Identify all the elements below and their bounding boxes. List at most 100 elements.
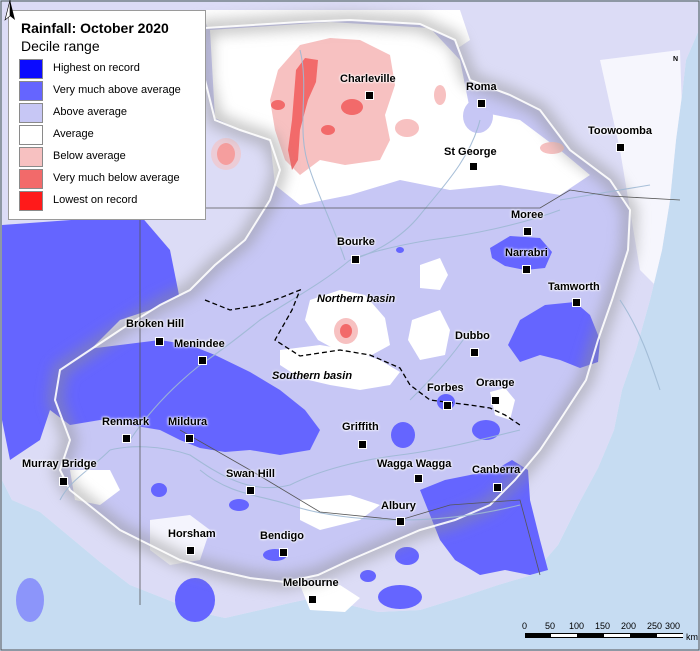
legend-swatch-lowest bbox=[19, 191, 43, 211]
below-average-blob-h bbox=[271, 100, 285, 110]
very-much-above-blob-10 bbox=[229, 499, 249, 511]
town-marker-moree bbox=[523, 227, 532, 236]
very-much-above-blob-1 bbox=[391, 422, 415, 448]
town-marker-mildura bbox=[185, 434, 194, 443]
town-marker-bourke bbox=[351, 255, 360, 264]
legend-item-above: Above average bbox=[19, 103, 205, 125]
legend-label-highest: Highest on record bbox=[53, 62, 140, 74]
legend-label-very-much-below: Very much below average bbox=[53, 172, 180, 184]
town-label-st-george: St George bbox=[444, 146, 497, 158]
very-much-above-blob-5 bbox=[395, 547, 419, 565]
very-much-above-blob-13 bbox=[16, 578, 44, 622]
town-marker-menindee bbox=[198, 356, 207, 365]
town-label-broken-hill: Broken Hill bbox=[126, 318, 185, 330]
town-label-melbourne: Melbourne bbox=[283, 577, 339, 589]
legend-title: Rainfall: October 2020 bbox=[21, 20, 169, 36]
legend-swatch-very-much-below bbox=[19, 169, 43, 189]
below-average-charleville bbox=[270, 38, 395, 175]
scale-tick-250: 250 bbox=[647, 621, 663, 631]
town-label-narrabri: Narrabri bbox=[505, 247, 548, 259]
legend-item-very-much-above: Very much above average bbox=[19, 81, 205, 103]
very-much-above-blob-4 bbox=[151, 483, 167, 497]
legend-swatch-above bbox=[19, 103, 43, 123]
very-much-above-blob-7 bbox=[378, 585, 422, 609]
outer-white-patch-east bbox=[600, 50, 685, 290]
legend-swatch-average bbox=[19, 125, 43, 145]
legend-swatch-highest bbox=[19, 59, 43, 79]
north-arrow-icon bbox=[4, 0, 15, 21]
legend-label-above: Above average bbox=[53, 106, 127, 118]
very-much-above-mildura bbox=[42, 340, 320, 455]
legend-item-very-much-below: Very much below average bbox=[19, 169, 205, 191]
town-marker-renmark bbox=[122, 434, 131, 443]
scale-bar bbox=[525, 633, 683, 638]
rivers bbox=[59, 49, 661, 521]
town-marker-albury bbox=[396, 517, 405, 526]
town-label-renmark: Renmark bbox=[102, 416, 150, 428]
town-marker-narrabri bbox=[522, 265, 531, 274]
town-marker-wagga-wagga bbox=[414, 474, 423, 483]
town-label-albury: Albury bbox=[381, 500, 416, 512]
below-average-blob-f bbox=[434, 85, 446, 105]
very-much-above-narrabri bbox=[490, 236, 552, 270]
average-patch-albury bbox=[300, 495, 380, 530]
very-much-above-blob-8 bbox=[175, 578, 215, 622]
scale-tick-100: 100 bbox=[569, 621, 585, 631]
town-marker-toowoomba bbox=[616, 143, 625, 152]
town-label-tamworth: Tamworth bbox=[548, 281, 600, 293]
very-much-below-blob-a bbox=[341, 99, 363, 115]
town-label-roma: Roma bbox=[466, 81, 497, 93]
scale-tick-150: 150 bbox=[595, 621, 611, 631]
town-label-swan-hill: Swan Hill bbox=[226, 468, 275, 480]
basin-edge bbox=[53, 18, 632, 584]
town-label-horsham: Horsham bbox=[168, 528, 216, 540]
very-much-below-blob-b bbox=[321, 125, 335, 135]
legend-label-average: Average bbox=[53, 128, 94, 140]
legend-label-lowest: Lowest on record bbox=[53, 194, 138, 206]
town-marker-tamworth bbox=[572, 298, 581, 307]
town-label-wagga-wagga: Wagga Wagga bbox=[377, 458, 452, 470]
legend-item-average: Average bbox=[19, 125, 205, 147]
town-marker-melbourne bbox=[308, 595, 317, 604]
scale-tick-200: 200 bbox=[621, 621, 637, 631]
town-label-moree: Moree bbox=[511, 209, 544, 221]
town-marker-swan-hill bbox=[246, 486, 255, 495]
legend-swatch-very-much-above bbox=[19, 81, 43, 101]
average-patch-southern bbox=[280, 345, 400, 390]
town-marker-charleville bbox=[365, 91, 374, 100]
town-marker-forbes bbox=[443, 401, 452, 410]
town-marker-dubbo bbox=[470, 348, 479, 357]
town-label-forbes: Forbes bbox=[427, 382, 464, 394]
scale-unit: km bbox=[686, 632, 698, 642]
average-patch-melbourne bbox=[300, 585, 360, 612]
average-patch-dubbo bbox=[408, 310, 450, 360]
legend-label-below: Below average bbox=[53, 150, 126, 162]
town-marker-roma bbox=[477, 99, 486, 108]
town-label-toowoomba: Toowoomba bbox=[588, 125, 652, 137]
town-marker-orange bbox=[491, 396, 500, 405]
town-label-murray-bridge: Murray Bridge bbox=[22, 458, 97, 470]
town-label-orange: Orange bbox=[476, 377, 515, 389]
legend: Rainfall: October 2020 Decile range High… bbox=[8, 10, 206, 220]
town-label-charleville: Charleville bbox=[340, 73, 396, 85]
north-arrow-label: N bbox=[673, 56, 679, 63]
basin-divide bbox=[204, 288, 521, 426]
town-label-menindee: Menindee bbox=[174, 338, 225, 350]
legend-label-very-much-above: Very much above average bbox=[53, 84, 181, 96]
town-label-bourke: Bourke bbox=[337, 236, 375, 248]
town-marker-horsham bbox=[186, 546, 195, 555]
scale-tick-300: 300 bbox=[665, 621, 681, 631]
town-label-mildura: Mildura bbox=[168, 416, 208, 428]
very-much-above-blob-2 bbox=[472, 420, 500, 440]
town-marker-broken-hill bbox=[155, 337, 164, 346]
town-label-griffith: Griffith bbox=[342, 421, 379, 433]
town-marker-canberra bbox=[493, 483, 502, 492]
legend-swatch-below bbox=[19, 147, 43, 167]
town-label-bendigo: Bendigo bbox=[260, 530, 304, 542]
town-marker-st-george bbox=[469, 162, 478, 171]
very-much-above-tamworth bbox=[508, 302, 600, 368]
legend-item-highest: Highest on record bbox=[19, 59, 205, 81]
